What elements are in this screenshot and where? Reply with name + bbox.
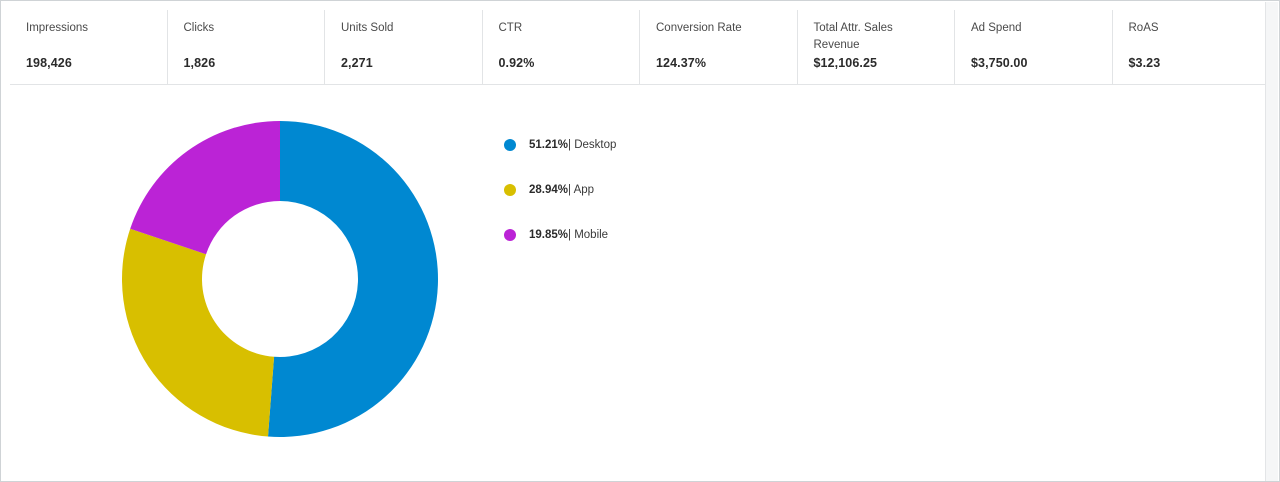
legend-item-app[interactable]: 28.94%| App (504, 177, 616, 222)
metric-value: $12,106.25 (813, 56, 878, 70)
metric-value: 2,271 (341, 56, 373, 70)
metric-value: 1,826 (183, 56, 216, 70)
metric-label: Ad Spend (971, 22, 1022, 34)
metric-clicks: Clicks 1,826 (168, 10, 325, 84)
legend-text: 51.21%| Desktop (529, 137, 616, 153)
metric-value: 124.37% (656, 56, 707, 70)
metric-label: Units Sold (341, 22, 394, 34)
metric-ad-spend: Ad Spend $3,750.00 (955, 10, 1113, 84)
legend-separator: | (568, 184, 574, 196)
metric-roas: RoAS $3.23 (1113, 10, 1269, 84)
metric-value: 0.92% (498, 56, 535, 70)
legend-separator: | (568, 139, 575, 151)
metric-label: RoAS (1128, 22, 1159, 34)
metric-label: Impressions (26, 22, 88, 34)
legend-dot (504, 184, 516, 196)
metric-label: Clicks (183, 22, 215, 34)
metrics-bar: Impressions 198,426 Clicks 1,826 Units S… (10, 10, 1268, 85)
legend-text: 28.94%| App (529, 182, 594, 198)
legend-dot (504, 229, 516, 241)
metric-label: Conversion Rate (656, 22, 742, 34)
metric-total-attr-sales-revenue: Total Attr. Sales Revenue $12,106.25 (798, 10, 955, 84)
metric-label: CTR (498, 22, 523, 34)
donut-slice-app[interactable] (122, 228, 275, 437)
metric-value: $3,750.00 (971, 56, 1028, 70)
chart-area: 51.21%| Desktop 28.94%| App 19.85%| Mobi… (10, 85, 1268, 477)
donut-chart (122, 121, 438, 437)
legend-item-desktop[interactable]: 51.21%| Desktop (504, 132, 616, 177)
legend-percent: 51.21% (529, 139, 569, 151)
legend-category: Desktop (574, 139, 617, 151)
legend-category: Mobile (574, 229, 609, 241)
metric-units-sold: Units Sold 2,271 (325, 10, 483, 84)
donut-slice-mobile[interactable] (130, 121, 280, 255)
legend-percent: 19.85% (529, 229, 569, 241)
legend-category: App (573, 184, 595, 196)
legend-text: 19.85%| Mobile (529, 227, 608, 243)
chart-legend: 51.21%| Desktop 28.94%| App 19.85%| Mobi… (504, 132, 616, 267)
metric-value: 198,426 (26, 56, 72, 70)
scroll-gutter (1265, 2, 1278, 481)
metric-impressions: Impressions 198,426 (10, 10, 168, 84)
metric-conversion-rate: Conversion Rate 124.37% (640, 10, 798, 84)
metric-label: Total Attr. Sales Revenue (813, 22, 893, 51)
legend-item-mobile[interactable]: 19.85%| Mobile (504, 222, 616, 267)
legend-separator: | (568, 229, 575, 241)
metric-ctr: CTR 0.92% (483, 10, 640, 84)
metric-value: $3.23 (1128, 56, 1161, 70)
legend-percent: 28.94% (529, 184, 569, 196)
donut-slice-desktop[interactable] (267, 121, 438, 437)
legend-dot (504, 139, 516, 151)
